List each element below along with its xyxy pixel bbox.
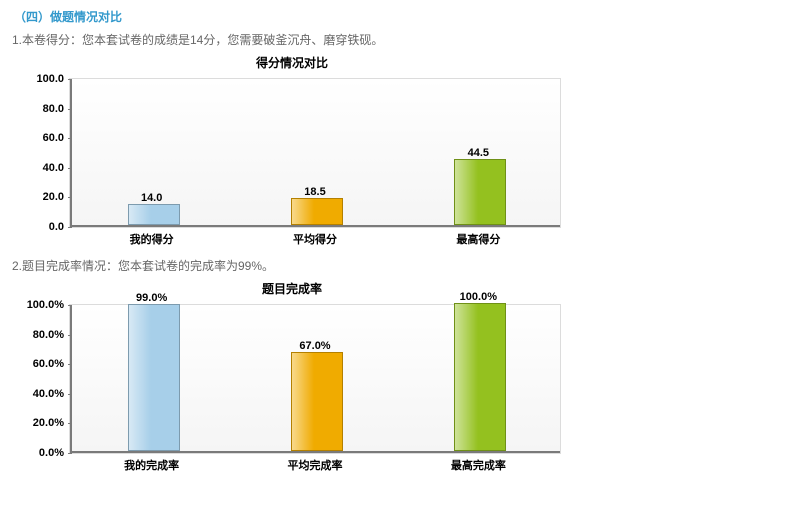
chart1-value-label: 14.0 bbox=[141, 192, 162, 204]
chart2-category-label: 平均完成率 bbox=[288, 457, 343, 473]
score-summary-text: 1.本卷得分：您本套试卷的成绩是14分，您需要破釜沉舟、磨穿铁砚。 bbox=[12, 31, 790, 48]
chart2-bar bbox=[128, 304, 180, 451]
chart2-ytick: 0.0% bbox=[12, 447, 64, 459]
chart1-ytick: 80.0 bbox=[12, 103, 64, 115]
chart2-ytick: 60.0% bbox=[12, 358, 64, 370]
chart1-value-label: 18.5 bbox=[304, 186, 325, 198]
completion-summary-text: 2.题目完成率情况：您本套试卷的完成率为99%。 bbox=[12, 257, 790, 274]
chart1-canvas: 0.0 20.0 40.0 60.0 80.0 100.0 14.0 我的得分 18.5 平均得分… bbox=[12, 73, 572, 249]
chart2-ytick: 40.0% bbox=[12, 388, 64, 400]
chart1-ytick: 0.0 bbox=[12, 221, 64, 233]
chart2-ytick: 80.0% bbox=[12, 329, 64, 341]
chart2-ytick: 20.0% bbox=[12, 417, 64, 429]
chart2-category-label: 最高完成率 bbox=[451, 457, 506, 473]
chart1-category-label: 平均得分 bbox=[293, 231, 337, 247]
chart2-canvas: 0.0%20.0%40.0%60.0%80.0%100.0%99.0%我的完成率… bbox=[12, 299, 572, 475]
chart1-ytick: 20.0 bbox=[12, 191, 64, 203]
chart2-bar bbox=[454, 303, 506, 451]
chart1-value-label: 44.5 bbox=[468, 147, 489, 159]
chart1-ytick: 60.0 bbox=[12, 132, 64, 144]
chart2-bar bbox=[291, 352, 343, 451]
chart1-title: 得分情况对比 bbox=[12, 54, 572, 71]
chart1-category-label: 最高得分 bbox=[456, 231, 500, 247]
chart2-value-label: 100.0% bbox=[460, 291, 497, 303]
chart1-category-label: 我的得分 bbox=[130, 231, 174, 247]
chart1-bar bbox=[454, 159, 506, 225]
chart2-value-label: 99.0% bbox=[136, 292, 167, 304]
section-title: （四）做题情况对比 bbox=[14, 8, 790, 25]
chart2-plot bbox=[70, 305, 560, 453]
chart-score-comparison: 得分情况对比 0.0 20.0 40.0 60.0 80.0 100.0 14.0 我的得分 1… bbox=[12, 54, 572, 249]
chart1-bar bbox=[291, 198, 343, 225]
chart2-ytick: 100.0% bbox=[12, 299, 64, 311]
chart1-ytick: 100.0 bbox=[12, 73, 64, 85]
chart2-category-label: 我的完成率 bbox=[124, 457, 179, 473]
chart1-bar bbox=[128, 204, 180, 225]
chart1-ytick: 40.0 bbox=[12, 162, 64, 174]
chart-completion-rate: 题目完成率 0.0%20.0%40.0%60.0%80.0%100.0%99.0… bbox=[12, 280, 572, 475]
chart2-value-label: 67.0% bbox=[299, 340, 330, 352]
